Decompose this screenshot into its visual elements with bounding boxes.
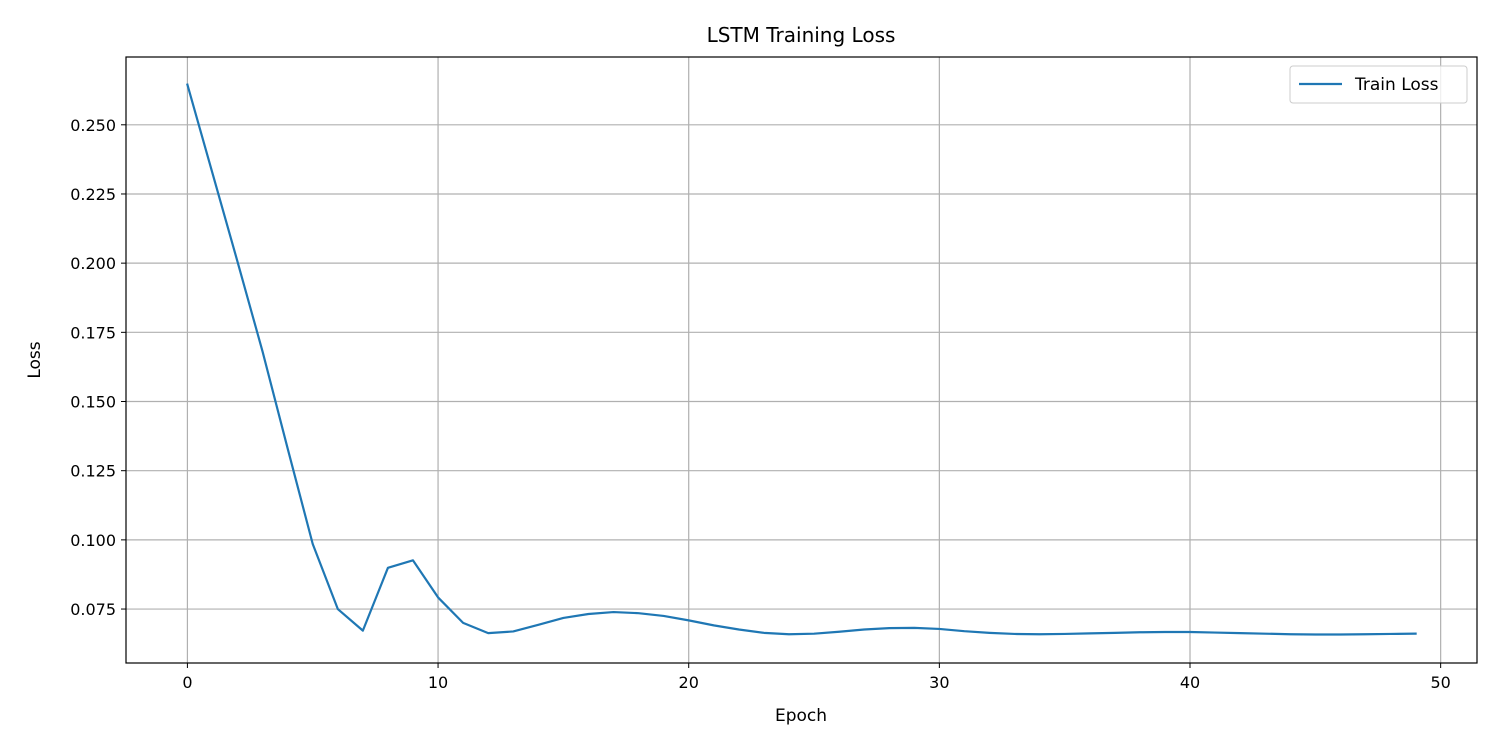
x-tick-label: 30 (929, 673, 949, 692)
series-line-train-loss (186, 83, 1417, 636)
x-tick-label: 40 (1180, 673, 1200, 692)
x-axis-label: Epoch (775, 706, 827, 726)
x-tick-label: 20 (679, 673, 699, 692)
y-tick-label: 0.200 (70, 254, 116, 273)
y-axis-label: Loss (25, 341, 45, 378)
y-tick-label: 0.125 (70, 462, 116, 481)
legend-label: Train Loss (1354, 75, 1439, 95)
legend: Train Loss (1289, 65, 1468, 104)
y-tick-label: 0.100 (70, 531, 116, 550)
x-tick-label: 10 (428, 673, 448, 692)
plot-frame (125, 56, 1478, 664)
ticks-layer: 0 10 20 30 40 50 0.075 0.100 0.125 0.150 0.175 0.20… (70, 116, 1451, 692)
y-tick-label: 0.075 (70, 600, 116, 619)
y-tick-label: 0.175 (70, 323, 116, 342)
x-tick-label: 0 (182, 673, 192, 692)
chart-title: LSTM Training Loss (707, 23, 896, 47)
grid-layer (126, 57, 1477, 663)
legend-frame (1289, 65, 1468, 104)
y-tick-label: 0.250 (70, 116, 116, 135)
series-layer (186, 83, 1417, 636)
y-tick-label: 0.150 (70, 393, 116, 412)
y-tick-label: 0.225 (70, 185, 116, 204)
x-tick-label: 50 (1430, 673, 1450, 692)
